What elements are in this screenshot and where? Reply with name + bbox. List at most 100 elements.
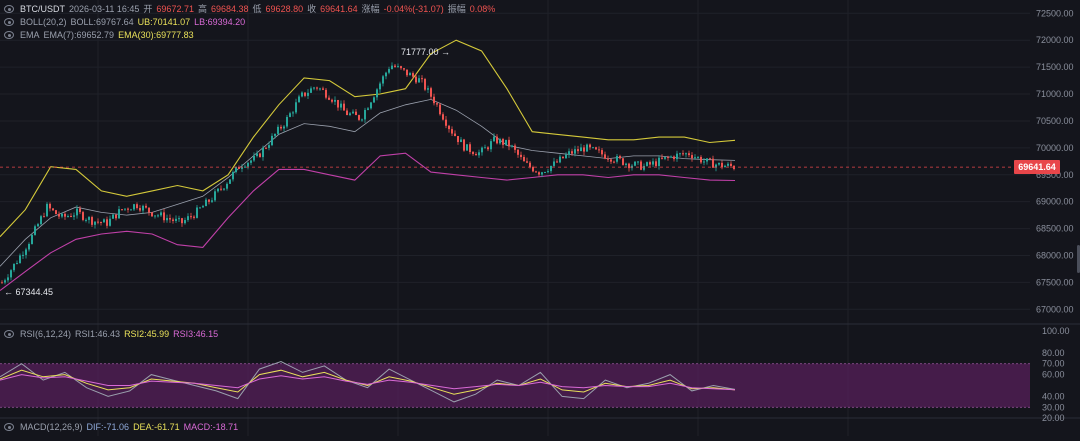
candle-body xyxy=(52,208,54,211)
candle-body xyxy=(22,254,24,256)
candle-body xyxy=(283,126,285,129)
candle-body xyxy=(667,157,669,159)
candle-body xyxy=(664,157,666,159)
ema-label: EMA xyxy=(20,30,40,40)
eye-icon[interactable] xyxy=(4,31,14,39)
candle-body xyxy=(580,147,582,152)
candle-body xyxy=(541,172,543,175)
candle-body xyxy=(562,156,564,159)
price-tick-label: 68000.00 xyxy=(1036,250,1074,260)
candle-body xyxy=(139,208,141,211)
candle-body xyxy=(277,126,279,134)
candle-body xyxy=(454,133,456,137)
candle-body xyxy=(559,156,561,163)
candle-body xyxy=(436,103,438,105)
candle-body xyxy=(475,153,477,156)
candle-body xyxy=(526,161,528,163)
lower-band-line xyxy=(0,152,736,291)
candle-body xyxy=(481,147,483,153)
ema7-value: EMA(7):69652.79 xyxy=(43,30,115,40)
price-tick-label: 67500.00 xyxy=(1036,277,1074,287)
candle-body xyxy=(175,218,177,221)
candle-body xyxy=(484,147,486,149)
candle-body xyxy=(244,166,246,168)
candle-body xyxy=(604,154,606,159)
candle-body xyxy=(457,136,459,143)
candle-body xyxy=(82,212,84,220)
candle-body xyxy=(349,113,351,116)
candle-body xyxy=(31,234,33,244)
candle-body xyxy=(529,162,531,168)
price-tick-label: 67000.00 xyxy=(1036,304,1074,314)
candle-body xyxy=(622,158,624,165)
candle-body xyxy=(547,171,549,173)
candle-body xyxy=(688,153,690,156)
macd-row: MACD(12,26,9) DIF:-71.06 DEA:-61.71 MACD… xyxy=(4,420,238,434)
candle-body xyxy=(100,222,102,224)
middle-band-line xyxy=(0,98,736,267)
candle-body xyxy=(670,156,672,158)
scroll-handle[interactable] xyxy=(1077,245,1080,273)
candle-body xyxy=(217,188,219,192)
candle-body xyxy=(385,72,387,77)
candle-body xyxy=(4,280,6,283)
candle-body xyxy=(313,87,315,89)
amplitude-label: 振幅 xyxy=(447,4,466,14)
candle-body xyxy=(520,154,522,157)
candle-body xyxy=(280,126,282,129)
rsi-tick-label: 40.00 xyxy=(1042,391,1065,401)
eye-icon[interactable] xyxy=(4,423,14,431)
eye-icon[interactable] xyxy=(4,330,14,338)
candle-body xyxy=(7,277,9,281)
candle-body xyxy=(652,161,654,165)
candle-body xyxy=(340,103,342,108)
candle-body xyxy=(358,115,360,120)
candle-body xyxy=(184,220,186,224)
candle-body xyxy=(727,163,729,166)
candle-body xyxy=(337,99,339,108)
price-tick-label: 71000.00 xyxy=(1036,89,1074,99)
candle-body xyxy=(499,139,501,144)
candle-body xyxy=(355,111,357,116)
candle-body xyxy=(202,206,204,208)
low-marker-label: ← 67344.45 xyxy=(4,287,53,297)
price-tick-label: 70000.00 xyxy=(1036,143,1074,153)
candle-body xyxy=(13,263,15,271)
candle-body xyxy=(76,208,78,216)
eye-icon[interactable] xyxy=(4,5,14,13)
candle-body xyxy=(133,204,135,210)
candle-body xyxy=(535,171,537,173)
eye-icon[interactable] xyxy=(4,18,14,26)
rsi-tick-label: 20.00 xyxy=(1042,413,1065,423)
candle-body xyxy=(262,147,264,158)
candle-body xyxy=(628,163,630,169)
candle-body xyxy=(304,92,306,96)
candle-body xyxy=(673,156,675,160)
candle-body xyxy=(676,153,678,160)
candle-body xyxy=(115,214,117,219)
candle-body xyxy=(187,216,189,221)
candle-body xyxy=(730,163,732,166)
candle-body xyxy=(256,153,258,156)
candle-body xyxy=(286,116,288,127)
candle-body xyxy=(259,153,261,158)
candle-body xyxy=(79,208,81,213)
ema30-value: EMA(30):69777.83 xyxy=(118,30,194,40)
candle-body xyxy=(181,218,183,224)
rsi-tick-label: 30.00 xyxy=(1042,402,1065,412)
candle-body xyxy=(703,161,705,163)
candle-body xyxy=(448,125,450,130)
candle-body xyxy=(397,66,399,68)
candle-body xyxy=(103,219,105,223)
candle-body xyxy=(37,224,39,227)
candle-body xyxy=(136,204,138,209)
rsi-series-rsi2 xyxy=(0,369,736,395)
candle-body xyxy=(334,99,336,102)
candle-body xyxy=(16,263,18,265)
candle-body xyxy=(118,209,120,219)
candle-body xyxy=(10,270,12,278)
candle-body xyxy=(346,110,348,116)
candle-body xyxy=(25,249,27,255)
